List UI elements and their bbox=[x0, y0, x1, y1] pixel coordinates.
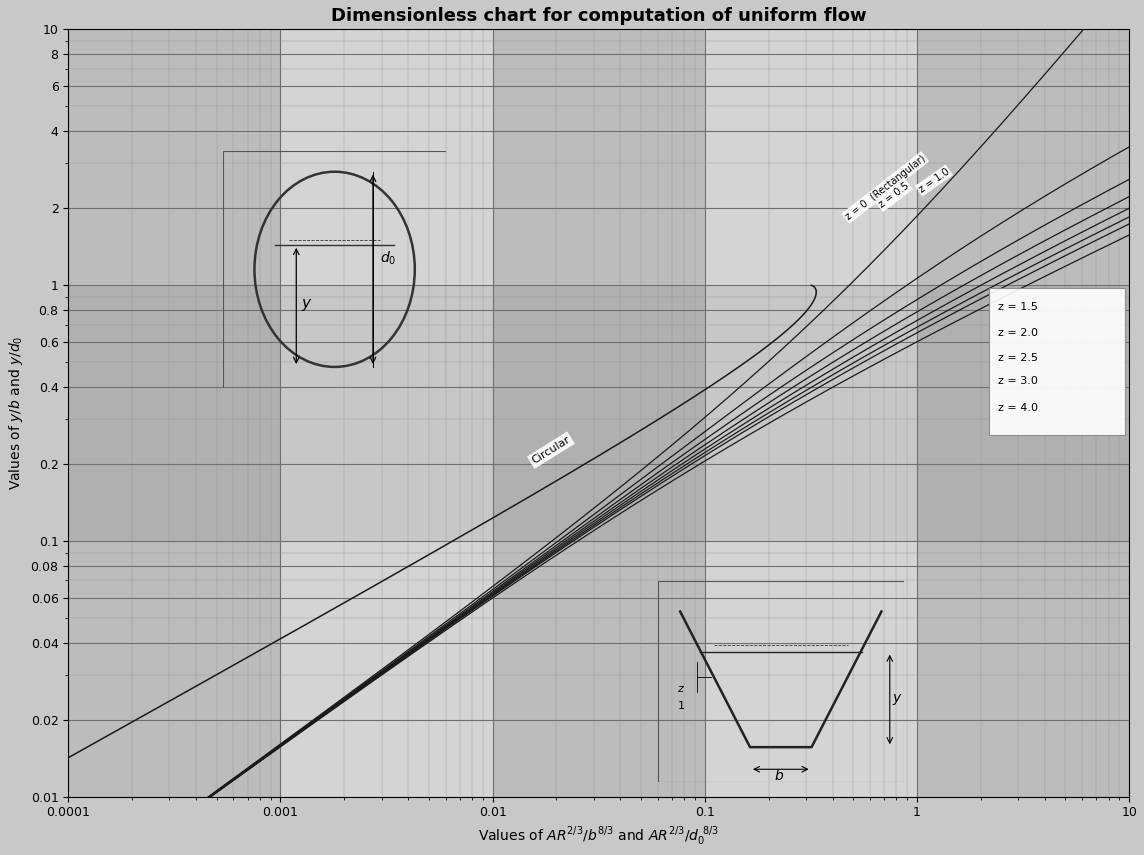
Text: z = 1.5: z = 1.5 bbox=[998, 302, 1038, 312]
Text: y: y bbox=[892, 691, 900, 705]
Text: z = 3.0: z = 3.0 bbox=[998, 376, 1038, 386]
Bar bbox=[69, 285, 1129, 541]
Text: z = 1.0: z = 1.0 bbox=[917, 167, 951, 195]
FancyBboxPatch shape bbox=[988, 288, 1125, 434]
Bar bbox=[69, 541, 1129, 797]
Bar bbox=[69, 29, 280, 797]
Text: z = 0  (Rectangular): z = 0 (Rectangular) bbox=[843, 153, 927, 221]
Bar bbox=[69, 29, 1129, 285]
Bar bbox=[917, 29, 1129, 797]
X-axis label: Values of $AR^{2/3}/b^{8/3}$ and $AR^{2/3}/d_0^{\ 8/3}$: Values of $AR^{2/3}/b^{8/3}$ and $AR^{2/… bbox=[478, 825, 720, 848]
Title: Dimensionless chart for computation of uniform flow: Dimensionless chart for computation of u… bbox=[331, 7, 866, 25]
Text: y: y bbox=[301, 296, 310, 310]
Text: z = 4.0: z = 4.0 bbox=[998, 404, 1038, 413]
Text: z = 2.0: z = 2.0 bbox=[998, 328, 1038, 338]
Text: 1: 1 bbox=[677, 701, 684, 711]
Y-axis label: Values of $y/b$ and $y/d_0$: Values of $y/b$ and $y/d_0$ bbox=[7, 336, 25, 490]
Text: z: z bbox=[677, 684, 683, 694]
Text: z = 2.5: z = 2.5 bbox=[998, 353, 1038, 363]
Text: $d_0$: $d_0$ bbox=[380, 250, 396, 267]
Bar bbox=[705, 29, 917, 797]
Bar bbox=[280, 29, 493, 797]
Text: z = 0.5: z = 0.5 bbox=[877, 181, 911, 210]
Text: Circular: Circular bbox=[530, 434, 572, 466]
Bar bbox=[493, 29, 705, 797]
Text: b: b bbox=[774, 770, 782, 783]
